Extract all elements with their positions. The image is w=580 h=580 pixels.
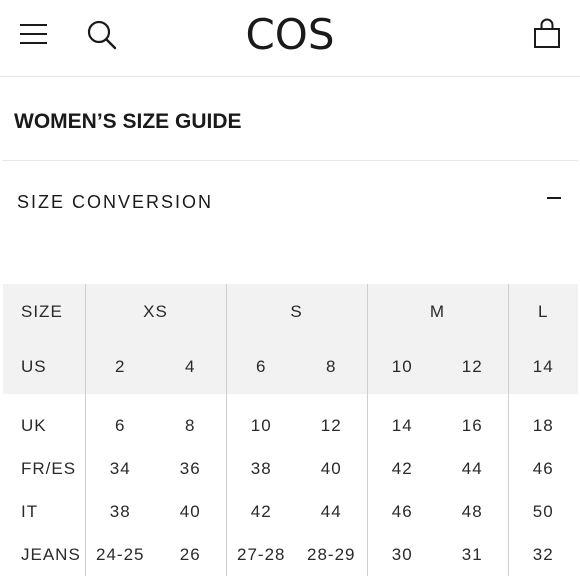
cell: 30 (391, 544, 413, 564)
top-header: COS (0, 0, 580, 77)
cell: 6 (115, 415, 126, 435)
table-row: IT 38 40 42 44 46 48 50 (3, 490, 578, 533)
table-row: JEANS 24-25 26 27-28 28-29 30 31 32 (3, 533, 578, 576)
cell: 46 (391, 501, 413, 521)
cell: 46 (532, 458, 554, 478)
cell: 36 (155, 447, 227, 490)
cell: 31 (437, 533, 509, 576)
cell: 24-25 (96, 544, 145, 564)
size-group-xs: XS (85, 284, 227, 339)
cell: 14 (391, 415, 413, 435)
cell: 2 (85, 339, 155, 394)
cell: 50 (532, 501, 554, 521)
row-label: IT (3, 490, 86, 533)
cell: 48 (437, 490, 509, 533)
row-label: JEANS (3, 533, 86, 576)
cell: 34 (109, 458, 131, 478)
cell: 44 (296, 490, 368, 533)
size-conversion-table: SIZE XS S M L US 2 4 6 8 10 12 14 UK 6 8… (3, 284, 579, 576)
cell: 18 (532, 415, 554, 435)
row-label: US (3, 339, 86, 394)
search-icon[interactable] (86, 19, 118, 51)
cell: 40 (296, 447, 368, 490)
cell: 27-28 (237, 544, 286, 564)
cell: 10 (250, 415, 272, 435)
cell: 14 (508, 339, 579, 394)
spacer-row (3, 394, 578, 404)
cell: 4 (155, 339, 227, 394)
table-row: UK 6 8 10 12 14 16 18 (3, 404, 578, 447)
cell: 44 (437, 447, 509, 490)
cell: 38 (250, 458, 272, 478)
cell: 38 (109, 501, 131, 521)
table-row: FR/ES 34 36 38 40 42 44 46 (3, 447, 578, 490)
size-label: SIZE (3, 284, 86, 339)
cell: 42 (391, 458, 413, 478)
cell: 12 (296, 404, 368, 447)
size-group-s: S (226, 284, 368, 339)
shopping-bag-icon[interactable] (532, 18, 562, 50)
cell: 10 (367, 339, 437, 394)
size-group-m: M (367, 284, 509, 339)
cell: 16 (437, 404, 509, 447)
cell: 40 (155, 490, 227, 533)
cell: 28-29 (296, 533, 368, 576)
divider (2, 160, 578, 161)
menu-icon[interactable] (20, 24, 48, 44)
us-row: US 2 4 6 8 10 12 14 (3, 339, 579, 394)
size-conversion-toggle[interactable]: SIZE CONVERSION (17, 192, 214, 212)
collapse-minus-icon[interactable] (547, 197, 561, 199)
cell: 8 (296, 339, 368, 394)
cell: 8 (155, 404, 227, 447)
row-label: UK (3, 404, 86, 447)
size-row: SIZE XS S M L (3, 284, 579, 339)
cell: 12 (437, 339, 509, 394)
cell: 32 (532, 544, 554, 564)
cell: 42 (250, 501, 272, 521)
cell: 6 (226, 339, 296, 394)
page-title: WOMEN’S SIZE GUIDE (14, 110, 242, 133)
row-label: FR/ES (3, 447, 86, 490)
cos-logo[interactable]: COS (245, 10, 335, 59)
size-group-l: L (508, 284, 579, 339)
cell: 26 (155, 533, 227, 576)
